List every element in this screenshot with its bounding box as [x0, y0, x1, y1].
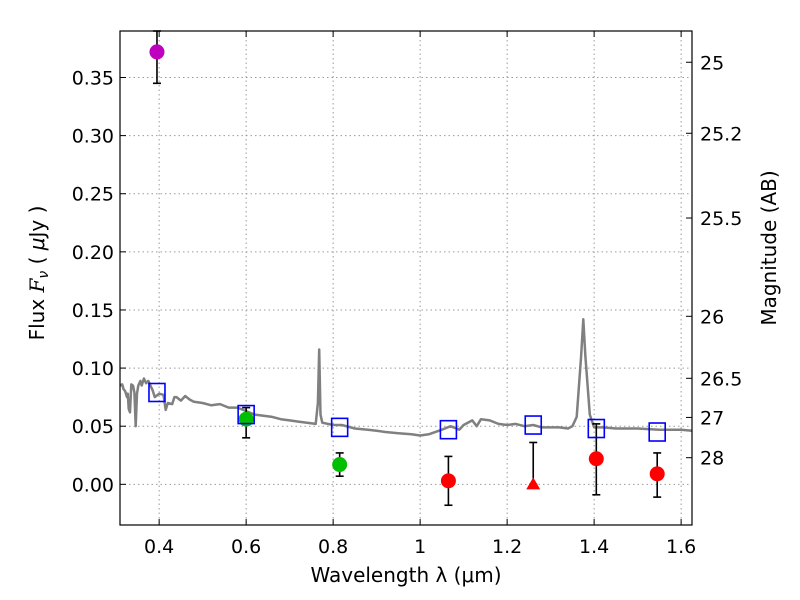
x-tick-label: 1.2	[492, 536, 522, 558]
plot-frame	[119, 30, 693, 526]
y-tick-label: 0.25	[72, 184, 114, 206]
y-tick-label: 0.15	[72, 300, 114, 322]
data-point-red	[588, 451, 604, 467]
model-point-square	[524, 415, 543, 435]
model-point-square	[648, 422, 667, 442]
magnitude-axis-title: Magnitude (AB)	[757, 170, 781, 325]
x-tick-label: 1.6	[666, 536, 696, 558]
magnitude-tick-label: 28	[700, 448, 724, 470]
y-tick-label: 0.10	[72, 358, 114, 380]
x-axis-title: Wavelength λ (μm)	[310, 563, 501, 587]
magnitude-tick-label: 25	[700, 52, 724, 74]
data-point-red	[440, 473, 456, 489]
x-tick-label: 0.4	[144, 536, 174, 558]
tick-layer: 0.4 0.6 0.8 1 1.2 1.4 1.6 0.00 0.05 0.10 0.15 0.20 0…	[72, 31, 742, 558]
grid-layer	[120, 31, 692, 525]
model-point-square	[439, 419, 458, 440]
series-layer	[119, 30, 693, 507]
y-axis-title-part: (	[25, 250, 49, 271]
magnitude-tick-label: 26.5	[700, 368, 742, 390]
y-axis-title-part: μ	[25, 237, 49, 251]
model-point-square	[237, 404, 255, 425]
y-axis-title-part: Flux	[25, 292, 49, 340]
model-point-square	[587, 418, 606, 439]
y-tick-label: 0.35	[72, 67, 114, 89]
y-tick-label: 0.20	[72, 242, 114, 264]
y-axis-title-part: F	[25, 277, 49, 293]
y-axis-title-part: ν	[36, 271, 52, 279]
model-point-square	[148, 382, 166, 403]
sed-template-line	[119, 318, 693, 437]
y-axis-title: Flux Fν ( μJy )	[25, 206, 52, 341]
y-tick-label: 0.00	[72, 474, 114, 496]
magnitude-tick-label: 26	[700, 306, 724, 328]
model-point-square	[330, 417, 349, 438]
x-tick-label: 0.6	[231, 536, 261, 558]
data-point-red	[649, 466, 665, 482]
y-tick-label: 0.30	[72, 126, 114, 148]
data-point-purple	[149, 44, 165, 60]
y-tick-label: 0.05	[72, 416, 114, 438]
x-tick-label: 1	[414, 536, 426, 558]
magnitude-tick-label: 25.2	[700, 123, 742, 145]
upper-limit-triangle	[526, 477, 541, 490]
magnitude-tick-label: 27	[700, 407, 724, 429]
data-point-green	[238, 411, 254, 427]
magnitude-tick-label: 25.5	[700, 208, 742, 230]
x-tick-label: 1.4	[579, 536, 609, 558]
y-axis-title-part: Jy )	[25, 206, 49, 240]
data-point-green	[332, 457, 348, 473]
x-tick-label: 0.8	[318, 536, 348, 558]
